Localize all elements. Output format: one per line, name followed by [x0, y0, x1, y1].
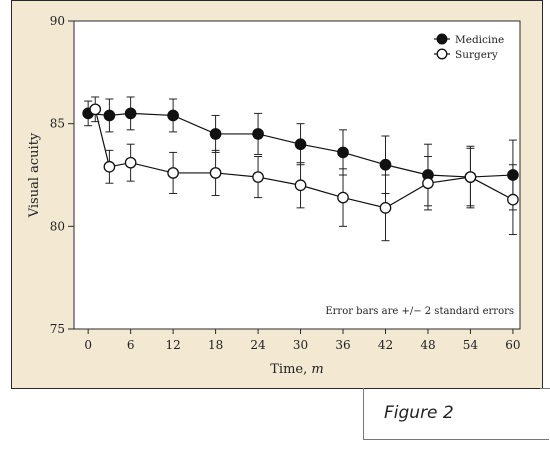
data-point-surgery: [89, 103, 102, 116]
legend-label: Medicine: [455, 34, 504, 46]
x-tick-label: 60: [505, 338, 520, 352]
data-point-medicine: [379, 158, 392, 171]
x-tick-label: 54: [463, 338, 479, 352]
y-tick-label: 85: [50, 117, 65, 131]
data-point-surgery: [379, 202, 392, 214]
data-point-medicine: [252, 128, 264, 140]
data-point-medicine: [507, 169, 519, 181]
y-tick-label: 80: [50, 219, 65, 233]
x-tick-label: 36: [335, 338, 350, 352]
figure-panel: 75 80 85 90 0 6 12 18 24 30 36 42 48 54 60 Visual acuit…: [11, 0, 543, 389]
data-point-medicine: [167, 109, 179, 122]
data-point-surgery: [252, 171, 264, 183]
data-point-medicine: [337, 146, 349, 159]
legend-marker: [436, 33, 448, 45]
data-point-surgery: [209, 167, 222, 179]
legend-marker: [436, 48, 448, 60]
data-point-surgery: [507, 193, 519, 206]
x-tick-label: 48: [420, 338, 435, 352]
data-point-surgery: [464, 171, 477, 183]
data-point-surgery: [294, 179, 307, 192]
data-point-medicine: [294, 138, 307, 151]
data-point-surgery: [124, 156, 137, 169]
x-axis-label: Time, m: [270, 362, 323, 377]
x-tick-label: 6: [127, 338, 135, 352]
data-point-medicine: [209, 128, 222, 140]
x-tick-label: 30: [293, 338, 308, 352]
plot-area: [73, 20, 521, 330]
x-tick-label: 18: [208, 338, 223, 352]
legend-label: Surgery: [455, 49, 498, 61]
data-point-medicine: [124, 107, 137, 120]
caption-divider: [540, 388, 550, 389]
data-point-medicine: [103, 109, 116, 122]
y-axis-label: Visual acuity: [27, 132, 42, 218]
x-tick-label: 42: [378, 338, 393, 352]
figure-caption: Figure 2: [384, 403, 454, 423]
y-tick-label: 90: [50, 14, 65, 28]
data-point-surgery: [337, 191, 349, 204]
x-tick-label: 12: [165, 338, 180, 352]
x-tick-label: 0: [84, 338, 92, 352]
y-tick-label: 75: [50, 322, 65, 336]
visual-acuity-chart: 75 80 85 90 0 6 12 18 24 30 36 42 48 54 60 Visual acuit…: [27, 14, 521, 377]
data-point-surgery: [422, 177, 434, 190]
data-point-surgery: [103, 160, 116, 173]
data-point-surgery: [167, 167, 179, 179]
caption-box: Figure 2: [363, 388, 549, 440]
x-tick-label: 24: [250, 338, 266, 352]
error-bar-note: Error bars are +/− 2 standard errors: [325, 306, 514, 317]
